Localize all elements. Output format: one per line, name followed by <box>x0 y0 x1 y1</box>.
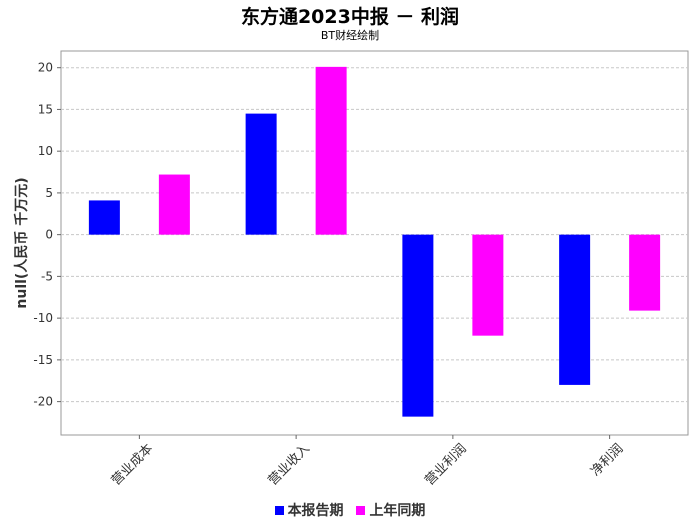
y-tick-label: -10 <box>33 311 53 325</box>
bar-previous <box>472 234 504 336</box>
bar-current <box>402 234 434 417</box>
category-label: 营业利润 <box>422 441 469 488</box>
y-tick-label: 20 <box>38 61 53 75</box>
y-tick-label: -15 <box>33 353 53 367</box>
legend-swatch-previous <box>356 505 366 515</box>
bar-current <box>245 113 277 235</box>
y-tick-label: 15 <box>38 102 53 116</box>
legend-swatch-current <box>274 505 284 515</box>
category-label: 营业成本 <box>109 441 156 488</box>
bar-previous <box>629 234 661 311</box>
chart-title: 东方通2023中报 － 利润 <box>240 6 460 28</box>
legend: 本报告期 上年同期 <box>0 500 700 520</box>
bar-current <box>88 200 120 235</box>
legend-item-current: 本报告期 <box>274 500 344 520</box>
legend-label-previous: 上年同期 <box>369 503 426 519</box>
chart-subtitle: BT财经绘制 <box>320 29 380 42</box>
y-axis-label: null(人民币 千万元) <box>13 177 30 308</box>
y-tick-label: 5 <box>45 186 53 200</box>
legend-label-current: 本报告期 <box>287 503 344 519</box>
bar-previous <box>315 66 347 235</box>
category-label: 净利润 <box>588 441 626 479</box>
bar-previous <box>158 174 190 235</box>
legend-item-previous: 上年同期 <box>356 500 425 520</box>
y-tick-label: -20 <box>33 395 53 409</box>
category-label: 营业收入 <box>266 441 313 488</box>
y-tick-label: -5 <box>41 269 53 283</box>
plot-area <box>60 50 689 436</box>
y-tick-label: 0 <box>45 228 53 242</box>
y-tick-label: 10 <box>38 144 53 158</box>
bar-current <box>559 234 591 385</box>
